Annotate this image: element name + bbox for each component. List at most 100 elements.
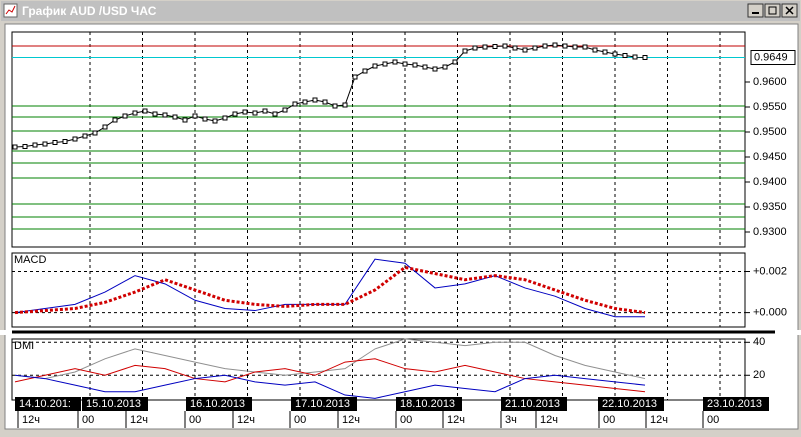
candle	[112, 117, 118, 123]
candle	[412, 62, 418, 68]
candle	[72, 136, 78, 142]
candle	[532, 45, 538, 51]
date-label: 17.10.2013	[295, 398, 350, 410]
candle	[592, 47, 598, 53]
hour-label: 3ч	[505, 414, 517, 426]
date-box	[15, 397, 81, 411]
date-box	[396, 397, 462, 411]
y-tick-label: 0.9500	[753, 126, 787, 138]
hour-label: 00	[603, 414, 615, 426]
candle	[192, 113, 198, 119]
candle	[162, 112, 168, 118]
candle	[432, 66, 438, 72]
panel-title: MACD	[14, 254, 46, 266]
candle	[92, 130, 98, 136]
panel-title: DMI	[14, 340, 34, 352]
candle	[302, 99, 308, 105]
candle	[182, 117, 188, 123]
candle	[132, 110, 138, 116]
candle	[12, 144, 18, 150]
candle	[612, 51, 618, 57]
y-tick-label: +0.000	[753, 307, 787, 319]
candle	[122, 113, 128, 119]
candle	[422, 64, 428, 70]
candle	[312, 97, 318, 103]
window-title: График AUD /USD ЧАС	[22, 4, 157, 18]
candle	[382, 61, 388, 67]
hour-label: 00	[294, 414, 306, 426]
title-bar	[1, 1, 800, 21]
maximize-icon	[768, 6, 777, 15]
series-line	[14, 374, 646, 399]
candle	[142, 108, 148, 114]
panel-frame	[11, 252, 746, 328]
hour-label: 00	[400, 414, 412, 426]
candle	[62, 139, 68, 144]
last-value-label: 0.9649	[754, 51, 788, 63]
candle	[552, 42, 558, 48]
candle	[462, 48, 468, 54]
candle	[402, 61, 408, 67]
candle	[362, 68, 368, 74]
date-label: 15.10.2013	[86, 398, 141, 410]
candle	[262, 108, 268, 114]
y-tick-label: 0.9300	[753, 226, 787, 238]
last-value-box	[750, 50, 796, 65]
y-tick-label: 0.9550	[753, 101, 787, 113]
series-line	[14, 265, 646, 315]
y-tick-label: +0.002	[753, 265, 787, 277]
date-label: 18.10.2013	[400, 398, 455, 410]
series-line	[14, 44, 646, 148]
candle	[222, 115, 228, 121]
y-tick-label: 0.9450	[753, 151, 787, 163]
y-tick-label: 20	[753, 369, 765, 381]
candle	[102, 124, 108, 130]
candle	[232, 111, 238, 117]
candle	[152, 111, 158, 117]
series-line	[14, 258, 645, 318]
date-box	[186, 397, 252, 411]
window-buttons	[747, 3, 798, 18]
date-label: 16.10.2013	[190, 398, 245, 410]
candle	[372, 63, 378, 69]
date-label: 21.10.2013	[505, 398, 560, 410]
series-line	[14, 338, 646, 380]
hour-label: 12ч	[237, 414, 255, 426]
candle	[582, 44, 588, 50]
candle	[502, 43, 508, 49]
hour-label: 00	[82, 414, 94, 426]
candle	[542, 43, 548, 49]
date-box	[598, 397, 664, 411]
candle	[602, 49, 608, 55]
minimize-button[interactable]	[747, 3, 764, 18]
date-box	[703, 397, 769, 411]
candle	[202, 116, 208, 122]
candle	[332, 103, 338, 109]
candle	[562, 43, 568, 49]
candle	[52, 140, 58, 145]
candle	[322, 99, 328, 105]
maximize-button[interactable]	[764, 3, 781, 18]
hour-label: 12ч	[540, 414, 558, 426]
candle	[642, 55, 648, 60]
date-box	[291, 397, 357, 411]
candle	[272, 111, 278, 117]
candle	[252, 110, 258, 116]
y-tick-label: 0.9600	[753, 76, 787, 88]
candle	[32, 142, 38, 148]
candle	[522, 47, 528, 53]
series-line	[14, 358, 646, 393]
candle	[482, 44, 488, 50]
candle	[492, 44, 498, 49]
candle	[572, 44, 578, 50]
hour-label: 12ч	[447, 414, 465, 426]
date-box	[501, 397, 567, 411]
candle	[352, 74, 358, 80]
candle	[442, 64, 448, 70]
hour-label: 12ч	[342, 414, 360, 426]
candle	[242, 109, 248, 115]
candle	[392, 59, 398, 65]
candle	[172, 114, 178, 120]
y-tick-label: 0.9350	[753, 201, 787, 213]
